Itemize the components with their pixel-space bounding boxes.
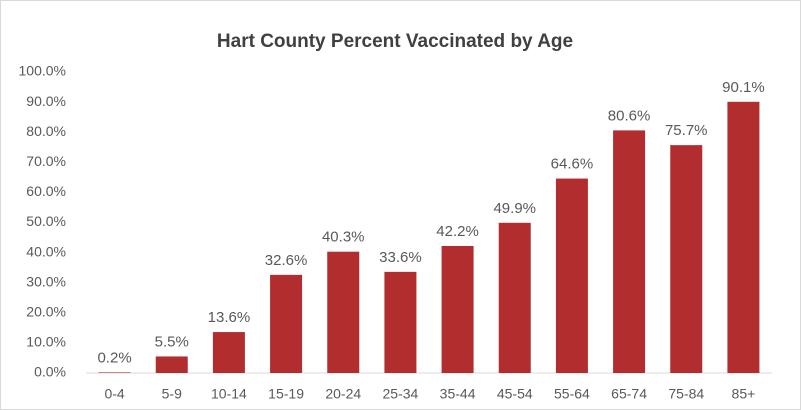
y-tick-label: 40.0% (26, 243, 66, 259)
value-label: 64.6% (551, 156, 594, 173)
value-label: 75.7% (665, 122, 708, 139)
value-label: 32.6% (265, 252, 308, 269)
y-tick-label: 20.0% (26, 304, 66, 320)
y-tick-label: 90.0% (26, 93, 66, 109)
bar (555, 178, 588, 373)
x-tick-label: 65-74 (611, 386, 647, 402)
y-tick-label: 10.0% (26, 334, 66, 350)
value-label: 13.6% (208, 309, 251, 326)
bar (212, 332, 245, 373)
value-label: 40.3% (322, 229, 365, 246)
bar (98, 372, 131, 373)
x-tick-label: 20-24 (325, 386, 361, 402)
value-label: 80.6% (608, 107, 651, 124)
y-tick-label: 50.0% (26, 213, 66, 229)
x-tick-label: 15-19 (268, 386, 304, 402)
x-tick-label: 0-4 (104, 386, 124, 402)
bar (441, 245, 474, 373)
value-label: 33.6% (379, 249, 422, 266)
y-tick-label: 0.0% (34, 364, 66, 380)
y-tick-label: 100.0% (19, 63, 66, 79)
bar (155, 356, 188, 373)
value-label: 49.9% (493, 200, 536, 217)
x-tick-label: 25-34 (383, 386, 419, 402)
y-tick-label: 70.0% (26, 153, 66, 169)
bar (613, 130, 646, 373)
x-tick-label: 10-14 (211, 386, 247, 402)
bar (384, 271, 417, 373)
x-tick-label: 5-9 (162, 386, 182, 402)
x-tick-label: 75-84 (668, 386, 704, 402)
value-label: 42.2% (436, 223, 479, 240)
bar (498, 222, 531, 373)
value-label: 5.5% (155, 333, 189, 350)
x-tick-label: 85+ (732, 386, 756, 402)
y-tick-label: 80.0% (26, 123, 66, 139)
x-tick-label: 35-44 (440, 386, 476, 402)
y-tick-label: 30.0% (26, 273, 66, 289)
x-tick-label: 55-64 (554, 386, 590, 402)
value-label: 0.2% (97, 349, 131, 366)
value-label: 90.1% (722, 79, 765, 96)
bar (670, 145, 703, 373)
bar (727, 101, 760, 373)
chart-title: Hart County Percent Vaccinated by Age (217, 31, 573, 52)
bar (327, 251, 360, 373)
y-tick-label: 60.0% (26, 183, 66, 199)
bar (270, 274, 303, 373)
x-tick-label: 45-54 (497, 386, 533, 402)
